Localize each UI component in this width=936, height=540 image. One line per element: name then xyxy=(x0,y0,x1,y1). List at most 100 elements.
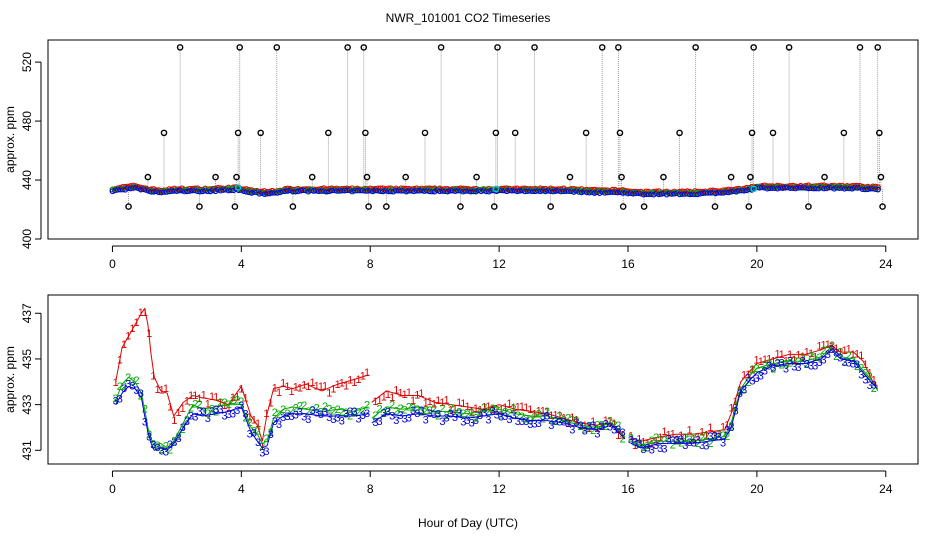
series-marker: 2 xyxy=(205,408,211,420)
series-marker: 2 xyxy=(858,362,864,374)
data-point xyxy=(431,186,438,193)
series-marker: 2 xyxy=(318,406,324,418)
series-marker: 1 xyxy=(724,419,730,431)
series-marker: 1 xyxy=(272,382,278,394)
series-marker: 2 xyxy=(871,383,877,395)
data-point xyxy=(754,184,760,191)
series-marker: 3 xyxy=(272,416,278,428)
series-marker: 2 xyxy=(825,344,831,356)
series-marker: 1 xyxy=(372,396,378,408)
y-axis: 431 433 435 437 approx. ppm xyxy=(3,303,42,460)
series-marker: 3 xyxy=(305,414,311,426)
series-marker: 3 xyxy=(632,436,638,448)
x-tick-label: 12 xyxy=(492,482,506,496)
series-marker: 2 xyxy=(821,345,827,357)
series-marker: 1 xyxy=(481,401,487,413)
series-marker: 1 xyxy=(712,430,718,442)
series-marker: 3 xyxy=(125,379,131,391)
series-marker: 1 xyxy=(188,390,194,402)
series-marker: 1 xyxy=(791,354,797,366)
series-marker: 3 xyxy=(699,440,705,452)
series-marker: 2 xyxy=(808,350,814,362)
series-marker: 1 xyxy=(184,395,190,407)
series-line xyxy=(115,307,369,442)
series-marker: 1 xyxy=(707,422,713,434)
series-marker: 3 xyxy=(695,434,701,446)
series-marker: 2 xyxy=(255,425,261,437)
series-marker: 2 xyxy=(385,405,391,417)
data-point xyxy=(140,186,147,193)
series-marker: 1 xyxy=(519,401,525,413)
series-marker: 3 xyxy=(804,359,810,371)
series-line xyxy=(371,413,626,440)
series-marker: 2 xyxy=(339,406,345,418)
data-point xyxy=(875,184,881,191)
series-marker: 3 xyxy=(628,435,634,447)
series-marker: 3 xyxy=(226,409,232,421)
series-marker: 2 xyxy=(565,412,571,424)
series-marker: 1 xyxy=(414,389,420,401)
series-marker: 2 xyxy=(712,431,718,443)
series-marker: 3 xyxy=(502,411,508,423)
series-marker: 1 xyxy=(800,351,806,363)
series-marker: 1 xyxy=(795,350,801,362)
series-marker: 2 xyxy=(590,425,596,437)
series-marker: 3 xyxy=(330,414,336,426)
series-marker: 1 xyxy=(247,411,253,423)
series-marker: 1 xyxy=(561,412,567,424)
x-tick-label: 24 xyxy=(879,257,893,271)
series-marker: 1 xyxy=(603,415,609,427)
series-marker: 2 xyxy=(833,351,839,363)
series-marker: 3 xyxy=(808,360,814,372)
series-marker: 3 xyxy=(754,373,760,385)
series-marker: 3 xyxy=(712,430,718,442)
series-marker: 1 xyxy=(343,381,349,393)
series-marker: 1 xyxy=(770,356,776,368)
series-marker: 3 xyxy=(846,358,852,370)
excluded-point xyxy=(840,129,848,137)
series-marker: 3 xyxy=(192,411,198,423)
series-marker: 1 xyxy=(628,431,634,443)
excluded-point xyxy=(615,44,622,51)
series-marker: 2 xyxy=(502,406,508,418)
series-marker: 1 xyxy=(146,328,152,340)
y-axis-label: approx. ppm xyxy=(3,346,17,413)
series-marker: 3 xyxy=(527,419,533,431)
series-marker: 2 xyxy=(506,408,512,420)
series-marker: 3 xyxy=(364,408,370,420)
series-marker: 1 xyxy=(448,404,454,416)
series-marker: 1 xyxy=(167,402,173,414)
series-marker: 1 xyxy=(825,339,831,351)
series-marker: 3 xyxy=(770,363,776,375)
series-marker: 1 xyxy=(477,404,483,416)
series-marker: 2 xyxy=(259,441,265,453)
series-marker: 2 xyxy=(276,409,282,421)
series-marker: 3 xyxy=(238,400,244,412)
y-axis: 400 440 480 520 approx. ppm xyxy=(3,52,42,249)
y-tick-label: 431 xyxy=(20,440,34,460)
series-marker: 2 xyxy=(180,424,186,436)
series-marker: 1 xyxy=(464,401,470,413)
series-marker: 3 xyxy=(381,407,387,419)
series-marker: 3 xyxy=(406,413,412,425)
series-marker: 2 xyxy=(196,399,202,411)
series-marker: 3 xyxy=(670,435,676,447)
series-marker: 1 xyxy=(251,414,257,426)
series-marker: 3 xyxy=(565,418,571,430)
series-marker: 1 xyxy=(787,349,793,361)
series-marker: 2 xyxy=(649,435,655,447)
series-marker: 3 xyxy=(498,411,504,423)
series-marker: 3 xyxy=(724,425,730,437)
series-marker: 2 xyxy=(557,411,563,423)
series-marker: 3 xyxy=(423,415,429,427)
series-marker: 2 xyxy=(301,400,307,412)
series-marker: 3 xyxy=(640,444,646,456)
series-marker: 2 xyxy=(347,411,353,423)
series-marker: 1 xyxy=(397,388,403,400)
series-marker: 1 xyxy=(356,374,362,386)
series-marker: 1 xyxy=(653,435,659,447)
excluded-point xyxy=(727,173,735,181)
excluded-point xyxy=(212,173,219,181)
series-marker: 2 xyxy=(594,420,600,432)
series-marker: 2 xyxy=(611,420,617,432)
